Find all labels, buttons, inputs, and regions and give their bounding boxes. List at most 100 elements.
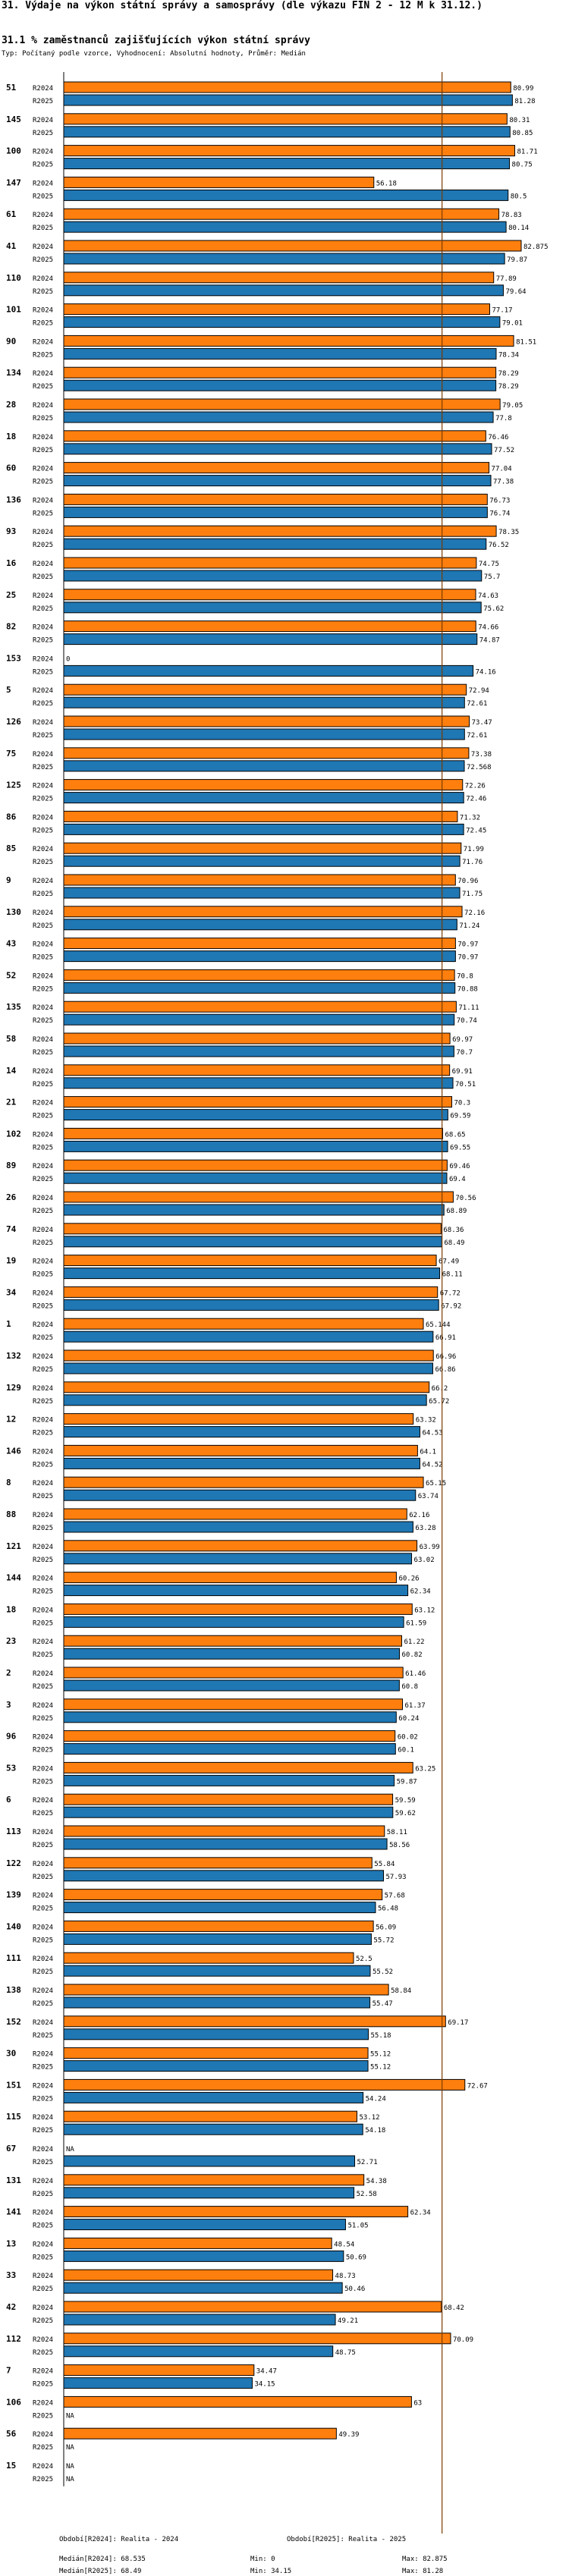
value-label-r2024: 55.12 xyxy=(370,2051,391,2059)
series-label-r2024: R2024 xyxy=(33,2082,53,2090)
value-label-r2024: 59.59 xyxy=(395,1797,416,1805)
series-label-r2024: R2024 xyxy=(33,1734,53,1742)
bar-r2025 xyxy=(63,1902,376,1914)
value-label-r2024: 81.51 xyxy=(516,338,536,346)
bar-r2025 xyxy=(63,1489,417,1501)
value-label-r2025: 55.18 xyxy=(370,2032,391,2040)
value-label-r2024: 78.29 xyxy=(498,370,519,378)
bar-r2025 xyxy=(63,1077,454,1089)
bar-r2025 xyxy=(63,1933,372,1945)
series-label-r2025: R2025 xyxy=(33,256,53,264)
bar-r2024 xyxy=(63,874,456,886)
bar-r2025 xyxy=(63,919,457,931)
bar-r2024 xyxy=(63,1127,443,1139)
median-r2024-stat: Medián[R2024]: 68.535 xyxy=(59,2556,146,2563)
series-label-r2025: R2025 xyxy=(33,2381,53,2389)
value-label-r2025: 70.51 xyxy=(455,1081,476,1089)
series-label-r2025: R2025 xyxy=(33,764,53,771)
category-label: 61 xyxy=(6,209,17,219)
value-label-r2025: 76.52 xyxy=(489,542,509,549)
category-label: 129 xyxy=(6,1383,21,1393)
category-label: 113 xyxy=(6,1827,21,1836)
value-label-r2025: 69.59 xyxy=(450,1113,470,1120)
bar-r2025 xyxy=(63,1457,420,1469)
series-label-r2024: R2024 xyxy=(33,2431,53,2439)
value-label-r2025: 55.12 xyxy=(370,2064,391,2072)
category-label: 30 xyxy=(6,2049,16,2059)
series-label-r2024: R2024 xyxy=(33,1036,53,1044)
series-label-r2025: R2025 xyxy=(33,1081,53,1089)
value-label-r2025: 77.8 xyxy=(495,415,512,423)
bar-r2024 xyxy=(63,1286,439,1298)
value-label-r2025: 68.11 xyxy=(442,1271,463,1279)
value-label-r2024: 53.12 xyxy=(360,2114,380,2122)
bar-r2025 xyxy=(63,1965,371,1977)
bar-r2024 xyxy=(63,1001,457,1013)
bar-r2025 xyxy=(63,823,464,835)
bar-r2024 xyxy=(63,557,477,569)
bar-r2025 xyxy=(63,2345,334,2358)
series-label-r2025: R2025 xyxy=(33,1778,53,1786)
bar-r2024 xyxy=(63,366,497,379)
value-label-r2024: 70.09 xyxy=(453,2336,473,2344)
value-label-r2024: 0 xyxy=(66,655,70,663)
value-label-r2024: 54.38 xyxy=(366,2178,387,2185)
value-label-r2024: 70.97 xyxy=(457,941,478,949)
series-label-r2025: R2025 xyxy=(33,1334,53,1342)
bar-r2024 xyxy=(63,2395,412,2408)
series-label-r2024: R2024 xyxy=(33,1195,53,1202)
series-label-r2024: R2024 xyxy=(33,751,53,759)
bar-r2024 xyxy=(63,620,476,633)
value-label-r2024: 74.66 xyxy=(478,624,498,632)
series-label-r2024: R2024 xyxy=(33,1353,53,1361)
value-label-r2025: 80.5 xyxy=(511,193,527,200)
value-label-r2025: 54.18 xyxy=(365,2127,385,2135)
value-label-r2025: 64.52 xyxy=(422,1461,442,1469)
series-label-r2024: R2024 xyxy=(33,1829,53,1836)
bar-r2024 xyxy=(63,1508,407,1520)
value-label-r2024: 76.73 xyxy=(489,497,510,504)
value-label-r2024: 70.96 xyxy=(457,878,478,885)
bar-r2024 xyxy=(63,240,522,252)
bar-r2025 xyxy=(63,1140,448,1152)
value-label-r2024: 68.36 xyxy=(443,1227,464,1234)
bar-r2024 xyxy=(63,1349,434,1362)
series-label-r2025: R2025 xyxy=(33,193,53,200)
value-label-r2024: 58.11 xyxy=(387,1829,407,1836)
bar-r2024 xyxy=(63,1698,404,1711)
series-label-r2025: R2025 xyxy=(33,1651,53,1659)
series-label-r2024: R2024 xyxy=(33,846,53,853)
bar-r2024 xyxy=(63,81,511,93)
series-label-r2025: R2025 xyxy=(33,1017,53,1025)
category-label: 122 xyxy=(6,1858,21,1868)
category-label: 6 xyxy=(6,1795,11,1805)
series-label-r2025: R2025 xyxy=(33,796,53,803)
series-label-r2025: R2025 xyxy=(33,1302,53,1310)
value-label-r2024: 66.96 xyxy=(435,1353,456,1361)
series-label-r2025: R2025 xyxy=(33,415,53,423)
bar-r2025 xyxy=(63,1679,400,1692)
category-label: 53 xyxy=(6,1763,16,1773)
value-label-r2025: 80.85 xyxy=(512,130,533,137)
value-label-r2025: 34.15 xyxy=(254,2381,275,2389)
series-label-r2025: R2025 xyxy=(33,2223,53,2230)
category-label: 135 xyxy=(6,1002,21,1012)
series-label-r2024: R2024 xyxy=(33,878,53,885)
value-label-r2024: 72.26 xyxy=(465,783,486,790)
category-label: 19 xyxy=(6,1256,16,1266)
bar-r2024 xyxy=(63,2110,357,2122)
bar-r2024 xyxy=(63,1761,413,1773)
value-label-r2025: 64.53 xyxy=(423,1430,443,1437)
value-label-r2025: 81.28 xyxy=(514,98,535,105)
series-label-r2025: R2025 xyxy=(33,1842,53,1849)
value-label-r2025: 59.87 xyxy=(397,1778,417,1786)
value-label-r2025: 66.91 xyxy=(435,1334,456,1342)
category-label: 74 xyxy=(6,1224,17,1234)
category-label: 33 xyxy=(6,2270,16,2280)
value-label-r2025: 74.87 xyxy=(479,637,500,645)
series-label-r2024: R2024 xyxy=(33,2463,53,2471)
value-label-r2024: 69.91 xyxy=(452,1068,473,1076)
category-label: 14 xyxy=(6,1066,17,1076)
value-label-r2024: 60.26 xyxy=(398,1575,419,1583)
series-label-r2025: R2025 xyxy=(33,1461,53,1469)
